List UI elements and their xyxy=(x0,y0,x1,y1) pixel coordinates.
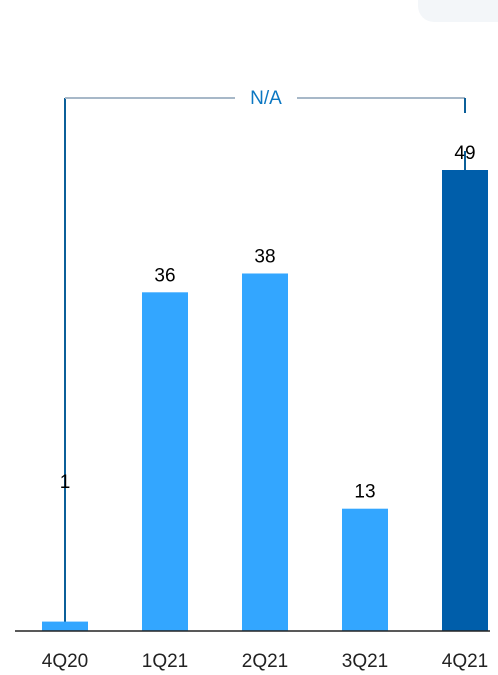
na-annotation-label: N/A xyxy=(250,88,282,109)
bar-1q21 xyxy=(142,292,188,631)
x-axis-group: 4Q20 1Q21 2Q21 3Q21 4Q21 xyxy=(15,630,490,672)
corner-decoration xyxy=(418,0,498,22)
bars-group xyxy=(42,170,488,631)
bar-3q21 xyxy=(342,508,388,631)
value-label-1q21: 36 xyxy=(154,265,175,286)
bar-2q21 xyxy=(242,273,288,631)
x-tick-label-3q21: 3Q21 xyxy=(342,651,388,672)
x-tick-label-4q21: 4Q21 xyxy=(442,651,488,672)
value-label-3q21: 13 xyxy=(354,482,375,503)
x-tick-label-4q20: 4Q20 xyxy=(42,651,88,672)
value-label-4q20: 1 xyxy=(60,472,71,493)
value-labels-group: 1 36 38 13 49 xyxy=(60,143,476,503)
value-label-4q21: 49 xyxy=(454,143,475,164)
value-label-2q21: 38 xyxy=(254,246,275,267)
bar-4q20 xyxy=(42,621,88,631)
bar-4q21 xyxy=(442,170,488,631)
na-annotation-group: N/A xyxy=(64,88,466,631)
x-tick-label-1q21: 1Q21 xyxy=(142,651,188,672)
x-tick-label-2q21: 2Q21 xyxy=(242,651,288,672)
